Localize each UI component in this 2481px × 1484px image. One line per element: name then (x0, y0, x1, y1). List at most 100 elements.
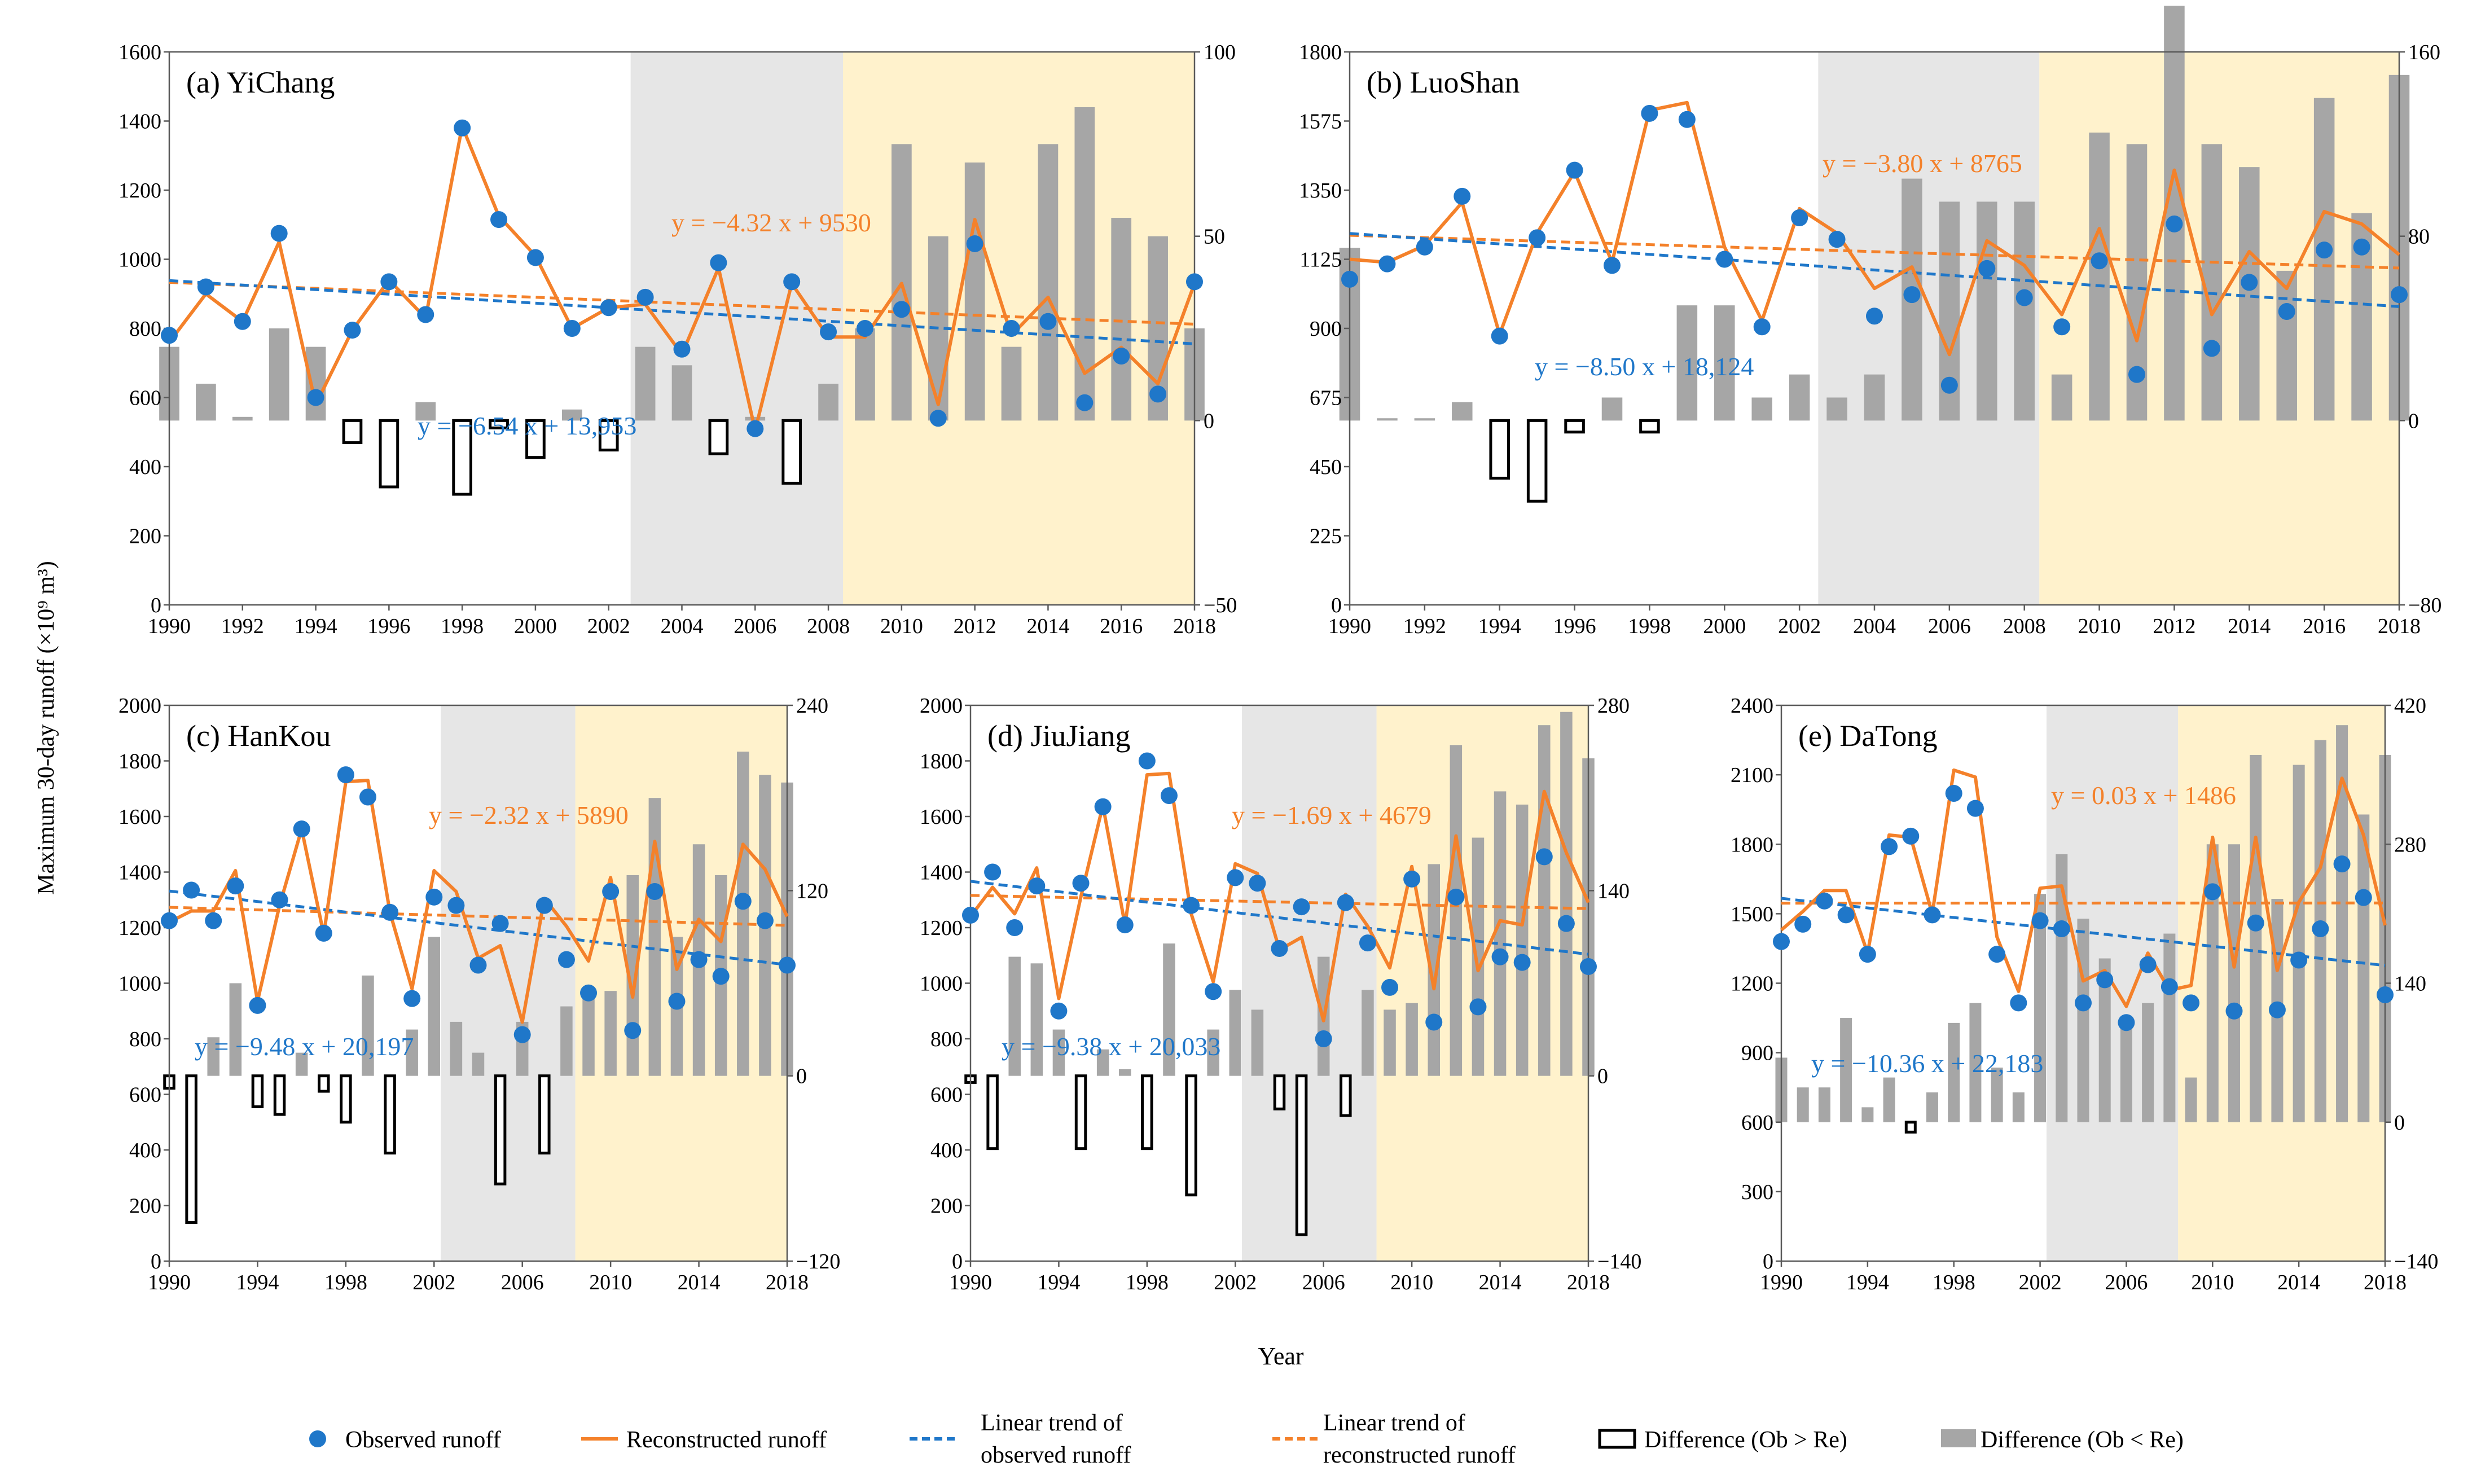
diff-bar-neg-2010 (1406, 1003, 1418, 1076)
diff-bar-neg-2007 (2142, 1003, 2154, 1122)
diff-bar-neg-1999 (1969, 1003, 1982, 1122)
legend-diff-negative-swatch (1941, 1429, 1976, 1447)
diff-bar-neg-2009 (855, 328, 875, 421)
panel-yichang: 0 200 400 600 800 1000 1200 1400 1600 −50 0 50 100 19… (118, 41, 1237, 638)
x-tick-label: 2000 (1703, 614, 1746, 638)
diff-tick-label: 80 (2408, 225, 2430, 249)
panel-datong: 0 300 600 900 1200 1500 1800 2100 2400 −140 0 140 28… (1731, 694, 2438, 1294)
observed-point-2007 (1337, 894, 1354, 911)
y-tick-label: 1800 (1731, 833, 1773, 857)
observed-point-2002 (425, 888, 443, 906)
diff-bar-pos-1996 (379, 419, 399, 489)
diff-bar-neg-1991 (1797, 1087, 1809, 1122)
observed-point-2010 (1403, 870, 1421, 888)
diff-bar-neg-2012 (2250, 754, 2262, 1122)
diff-bar-neg-1997 (415, 402, 436, 421)
observed-point-1995 (1881, 838, 1898, 855)
diff-bar-neg-1997 (1926, 1092, 1939, 1122)
y-tick-label: 1200 (920, 916, 963, 940)
observed-point-2004 (469, 956, 487, 974)
diff-bar-neg-2012 (1450, 745, 1463, 1076)
diff-bar-neg-2004 (472, 1052, 485, 1076)
y-tick-label: 675 (1310, 387, 1342, 410)
panel3-trend-observed-equation: y = −9.38 x + 20,033 (1002, 1032, 1220, 1061)
observed-point-2018 (1580, 958, 1597, 975)
y-tick-label: 1200 (1731, 972, 1773, 996)
diff-bar-neg-2016 (2336, 725, 2348, 1122)
diff-tick-label: −80 (2408, 594, 2442, 617)
diff-bar-neg-2017 (2357, 814, 2370, 1122)
y-tick-label: 600 (129, 1083, 161, 1107)
x-tick-label: 1990 (949, 1271, 992, 1294)
panel2-trend-reconstructed-equation: y = −2.32 x + 5890 (429, 801, 629, 829)
diff-bar-neg-2009 (2051, 374, 2072, 421)
y-tick-label: 225 (1310, 525, 1342, 548)
figure-y-axis-label: Maximum 30-day runoff (×10⁹ m³) (33, 561, 59, 894)
y-tick-label: 0 (952, 1250, 963, 1274)
x-tick-label: 2014 (2277, 1271, 2320, 1294)
panel4-trend-observed-line (1781, 897, 2386, 967)
panel-luoshan: 0 225 450 675 900 1125 1350 1575 1800 −80 0 80 160 19… (1299, 6, 2442, 638)
observed-point-1995 (344, 322, 361, 339)
observed-point-1997 (315, 924, 332, 942)
diff-bar-pos-1995 (273, 1074, 286, 1116)
diff-bar-pos-2007 (1340, 1074, 1352, 1117)
observed-point-2005 (1293, 898, 1310, 916)
observed-point-2015 (712, 968, 730, 985)
y-tick-label: 2100 (1731, 763, 1773, 787)
diff-bar-pos-1991 (185, 1074, 197, 1224)
diff-bar-neg-2000 (1714, 305, 1735, 421)
observed-point-2016 (1113, 348, 1130, 365)
x-tick-label: 2004 (661, 614, 704, 638)
observed-point-1996 (380, 273, 398, 291)
diff-bar-pos-1995 (1074, 1074, 1087, 1151)
diff-bar-pos-2005 (1295, 1074, 1308, 1236)
x-tick-label: 2002 (587, 614, 630, 638)
x-tick-label: 1990 (1760, 1271, 1803, 1294)
y-tick-label: 1000 (118, 248, 161, 272)
x-tick-label: 1994 (1846, 1271, 1889, 1294)
observed-point-2001 (403, 990, 421, 1007)
x-tick-label: 1998 (441, 614, 484, 638)
observed-point-1995 (271, 891, 288, 908)
diff-bar-pos-1996 (1904, 1121, 1917, 1134)
y-tick-label: 600 (1741, 1111, 1773, 1135)
diff-bar-neg-2001 (1751, 397, 1772, 421)
y-tick-label: 1500 (1731, 902, 1773, 926)
diff-bar-pos-1997 (317, 1074, 330, 1093)
diff-bar-neg-2011 (2228, 844, 2241, 1122)
diff-tick-label: 140 (1597, 879, 1630, 903)
diff-bar-neg-1993 (1452, 402, 1473, 421)
y-tick-label: 800 (129, 1028, 161, 1051)
legend-item-reconstructed: Reconstructed runoff (581, 1427, 827, 1453)
panel-jiujiang: 0200400600800100012001400160018002000−14… (920, 694, 1641, 1294)
diff-bar-neg-2008 (2163, 933, 2176, 1122)
legend-item-trend-observed: Linear trend of observed runoff (910, 1410, 1131, 1468)
y-tick-label: 1800 (1299, 41, 1342, 64)
observed-point-1991 (197, 278, 214, 296)
y-tick-label: 1200 (118, 179, 161, 203)
observed-point-1993 (1837, 906, 1855, 924)
panel2-title: (c) HanKou (186, 719, 331, 753)
panel1-gray-period-band (1818, 52, 2040, 605)
observed-point-2000 (381, 903, 399, 921)
observed-point-1998 (337, 766, 354, 784)
observed-point-1998 (1945, 784, 1962, 802)
observed-point-2009 (2183, 994, 2200, 1012)
diff-bar-neg-2014 (1038, 144, 1059, 421)
y-tick-label: 1575 (1299, 110, 1342, 134)
diff-bar-neg-2015 (1516, 804, 1529, 1076)
diff-bar-neg-2008 (560, 1006, 573, 1076)
x-tick-label: 2016 (2303, 614, 2346, 638)
legend: Observed runoff Reconstructed runoff Lin… (309, 1410, 2184, 1468)
observed-point-2001 (1205, 983, 1222, 1000)
observed-point-2014 (1039, 313, 1057, 330)
x-tick-label: 2006 (1928, 614, 1971, 638)
diff-bar-neg-2014 (2293, 765, 2305, 1122)
observed-point-2004 (1866, 308, 1883, 325)
y-tick-label: 450 (1310, 455, 1342, 479)
observed-point-1993 (270, 225, 288, 242)
observed-point-2002 (1791, 209, 1808, 226)
observed-point-1993 (1454, 187, 1471, 205)
x-tick-label: 2002 (1214, 1271, 1257, 1294)
